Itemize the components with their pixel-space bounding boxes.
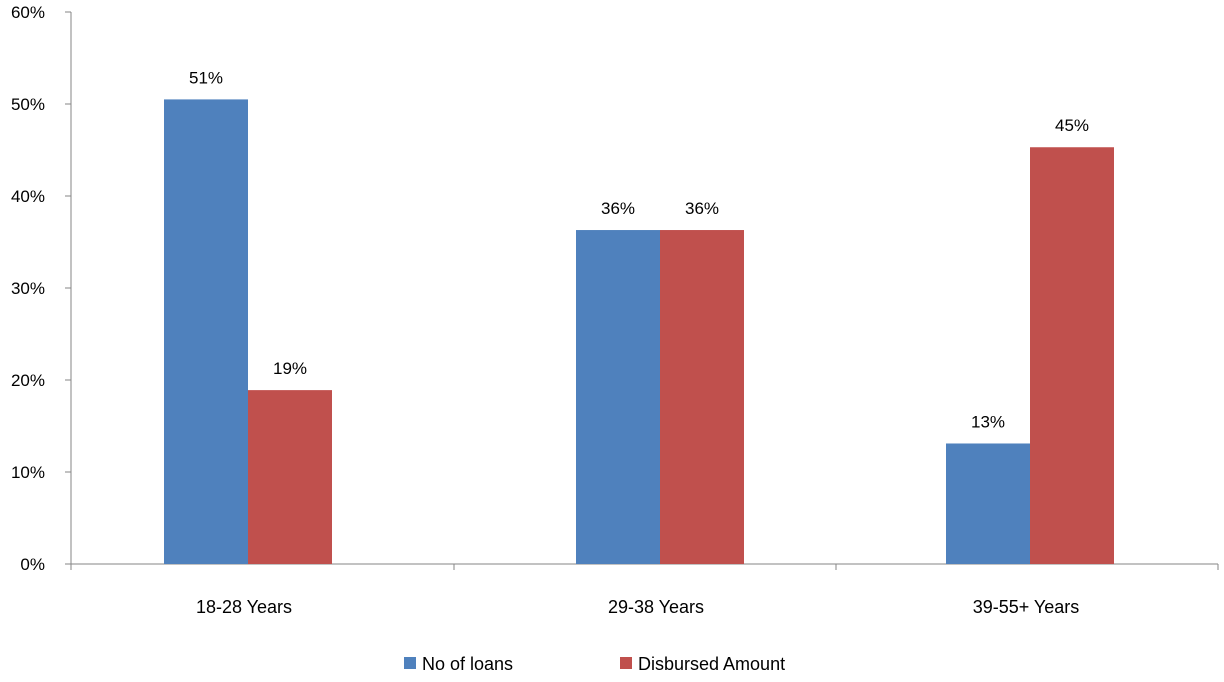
y-tick-label: 40%: [11, 187, 45, 206]
bar: [660, 230, 744, 565]
y-tick-label: 10%: [11, 463, 45, 482]
bar: [248, 390, 332, 564]
y-tick-label: 60%: [11, 3, 45, 22]
bar: [1030, 147, 1114, 565]
legend-swatch: [620, 657, 632, 669]
bar: [164, 99, 248, 565]
data-label: 19%: [273, 359, 307, 378]
data-label: 45%: [1055, 116, 1089, 135]
y-tick-label: 0%: [20, 555, 45, 574]
bar: [946, 443, 1030, 564]
y-tick-label: 30%: [11, 279, 45, 298]
legend-swatch: [404, 657, 416, 669]
bar: [576, 230, 660, 565]
x-category-label: 39-55+ Years: [973, 597, 1080, 617]
data-label: 51%: [189, 68, 223, 87]
x-category-label: 29-38 Years: [608, 597, 704, 617]
legend-label: Disbursed Amount: [638, 654, 785, 674]
y-tick-label: 50%: [11, 95, 45, 114]
data-label: 36%: [601, 199, 635, 218]
data-label: 36%: [685, 199, 719, 218]
y-tick-label: 20%: [11, 371, 45, 390]
legend-label: No of loans: [422, 654, 513, 674]
data-label: 13%: [971, 412, 1005, 431]
x-category-label: 18-28 Years: [196, 597, 292, 617]
